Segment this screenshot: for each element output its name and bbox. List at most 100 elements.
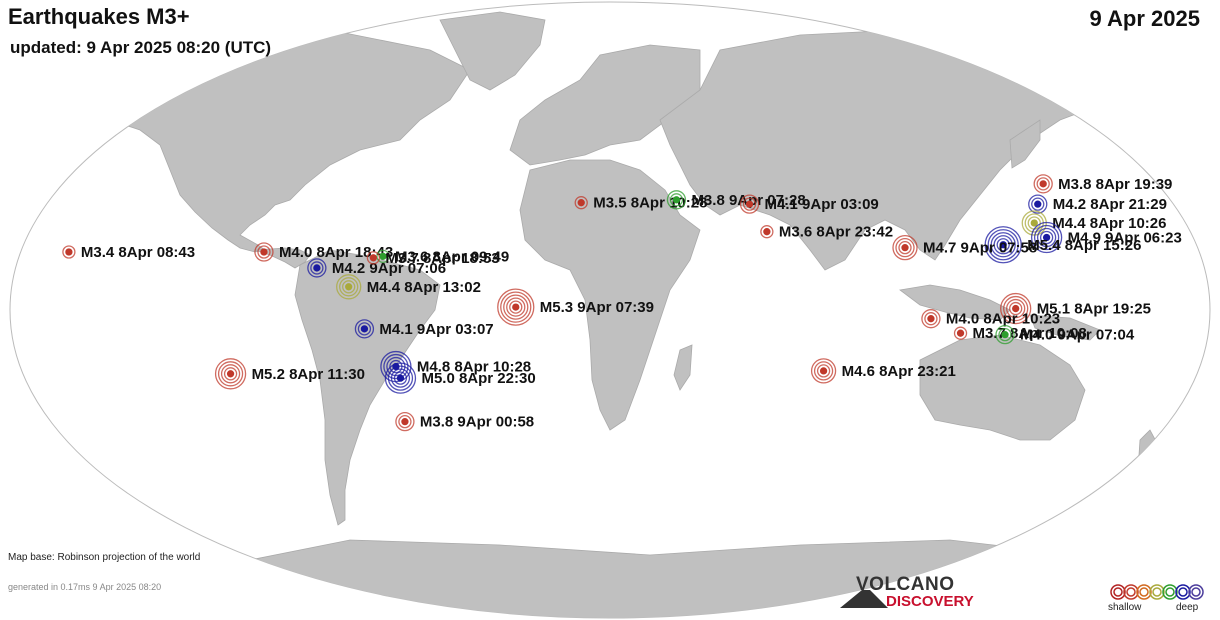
earthquake-ring (336, 274, 362, 300)
earthquake-ring (672, 196, 681, 204)
earthquake-ring (666, 190, 687, 210)
earthquake-ring (921, 309, 941, 329)
earthquake-marker[interactable] (984, 226, 1022, 264)
earthquake-ring (742, 197, 757, 211)
earthquake-ring (892, 234, 918, 261)
land-new-guinea (1029, 314, 1101, 341)
legend-shallow-label: shallow (1108, 602, 1142, 613)
earthquake-label: M5.4 8Apr 15:26 (1027, 237, 1141, 254)
earthquake-ring (313, 264, 321, 272)
earthquake-marker[interactable] (810, 358, 837, 384)
earthquake-label: M3.5 8Apr 10:28 (593, 195, 707, 212)
earthquake-ring (398, 414, 412, 429)
earthquake-ring (369, 254, 378, 262)
volcano-discovery-logo[interactable]: VOLCANO DISCOVERY (840, 574, 990, 614)
earthquake-marker[interactable] (739, 194, 760, 214)
earthquake-label: M4.7 9Apr 07:58 (923, 240, 1037, 257)
earthquake-marker[interactable] (760, 225, 774, 239)
earthquake-label: M4.0 8Apr 10:23 (946, 311, 1060, 328)
earthquake-marker[interactable] (307, 258, 327, 278)
earthquake-label: M4.1 9Apr 03:07 (379, 321, 493, 338)
legend-ring (1123, 584, 1139, 600)
earthquake-marker[interactable] (666, 190, 687, 210)
earthquake-marker[interactable] (376, 249, 390, 264)
earthquake-ring (214, 358, 247, 390)
earthquake-marker[interactable] (574, 196, 588, 210)
earthquake-marker[interactable] (366, 251, 381, 265)
earthquake-marker[interactable] (497, 288, 535, 326)
earthquake-ring (384, 362, 417, 394)
earthquake-ring (1033, 224, 1060, 251)
earthquake-marker[interactable] (354, 319, 375, 339)
earthquake-ring (62, 245, 76, 259)
earthquake-marker[interactable] (1028, 194, 1048, 214)
earthquake-label: M4.0 8Apr 18:43 (279, 244, 393, 261)
earthquake-marker[interactable] (1033, 174, 1053, 194)
legend-ring (1136, 584, 1152, 600)
earthquake-ring (310, 261, 324, 275)
earthquake-marker[interactable] (336, 274, 362, 300)
current-date: 9 Apr 2025 (1089, 6, 1200, 31)
land-caribbean-central-america (254, 247, 311, 269)
earthquake-ring (503, 294, 529, 320)
earthquake-ring (927, 315, 935, 323)
earthquake-ring (577, 199, 585, 207)
land-madagascar (673, 344, 693, 391)
legend-ring (1191, 587, 1201, 597)
earthquake-marker[interactable] (254, 242, 274, 262)
earthquake-ring (376, 249, 390, 264)
logo-text-volcano: VOLCANO (856, 574, 955, 595)
earthquake-ring (739, 194, 760, 214)
earthquake-ring (401, 417, 409, 426)
earthquake-ring (924, 312, 938, 326)
logo-text-discovery: DISCOVERY (886, 593, 974, 610)
earthquake-label: M3.6 8Apr 09:49 (395, 248, 509, 265)
map-base-note: Map base: Robinson projection of the wor… (8, 552, 201, 563)
earthquake-ring (574, 196, 588, 210)
earthquake-label: M4.4 8Apr 10:26 (1052, 215, 1166, 232)
earthquake-ring (65, 248, 73, 256)
earthquake-ring (956, 329, 965, 337)
legend-ring (1188, 584, 1204, 600)
volcano-icon (840, 590, 888, 608)
earthquake-ring (819, 367, 828, 375)
earthquake-label: M3.7 8Apr 18:53 (385, 250, 499, 267)
earthquake-ring (512, 303, 520, 311)
earthquake-ring (953, 326, 968, 340)
earthquake-marker[interactable] (384, 362, 417, 394)
earthquake-marker[interactable] (995, 324, 1015, 345)
earthquake-ring (901, 243, 909, 252)
earthquake-ring (816, 364, 831, 378)
earthquake-marker[interactable] (921, 309, 941, 329)
earthquake-ring (387, 365, 414, 391)
earthquake-ring (1031, 197, 1045, 211)
earthquake-ring (395, 411, 415, 432)
earthquake-marker[interactable] (953, 326, 968, 340)
earthquake-label: M3.4 8Apr 08:43 (81, 244, 195, 261)
earthquake-ring (995, 324, 1015, 345)
earthquake-marker[interactable] (214, 358, 247, 390)
earthquake-ring (760, 225, 774, 239)
earthquake-ring (813, 361, 834, 381)
earthquake-ring (1034, 200, 1042, 208)
earthquake-ring (396, 374, 405, 382)
earthquake-marker[interactable] (395, 411, 415, 432)
earthquake-ring (345, 283, 353, 291)
earthquake-ring (360, 325, 369, 333)
earthquake-marker[interactable] (892, 234, 918, 261)
earthquake-ring (1001, 330, 1009, 339)
earthquake-label: M5.3 9Apr 07:39 (540, 299, 654, 316)
legend-ring (1162, 584, 1178, 600)
depth-legend: shallow deep (1108, 582, 1208, 616)
earthquake-ring (1009, 301, 1023, 316)
earthquake-ring (1039, 230, 1054, 245)
earthquake-marker[interactable] (1030, 221, 1063, 254)
legend-ring (1165, 587, 1175, 597)
earthquake-ring (990, 232, 1016, 258)
earthquake-ring (895, 237, 915, 258)
earthquake-marker[interactable] (1000, 292, 1032, 325)
earthquake-label: M4.2 8Apr 21:29 (1053, 196, 1167, 213)
earthquake-marker[interactable] (62, 245, 76, 259)
earthquake-label: M4.2 9Apr 07:06 (332, 260, 446, 277)
